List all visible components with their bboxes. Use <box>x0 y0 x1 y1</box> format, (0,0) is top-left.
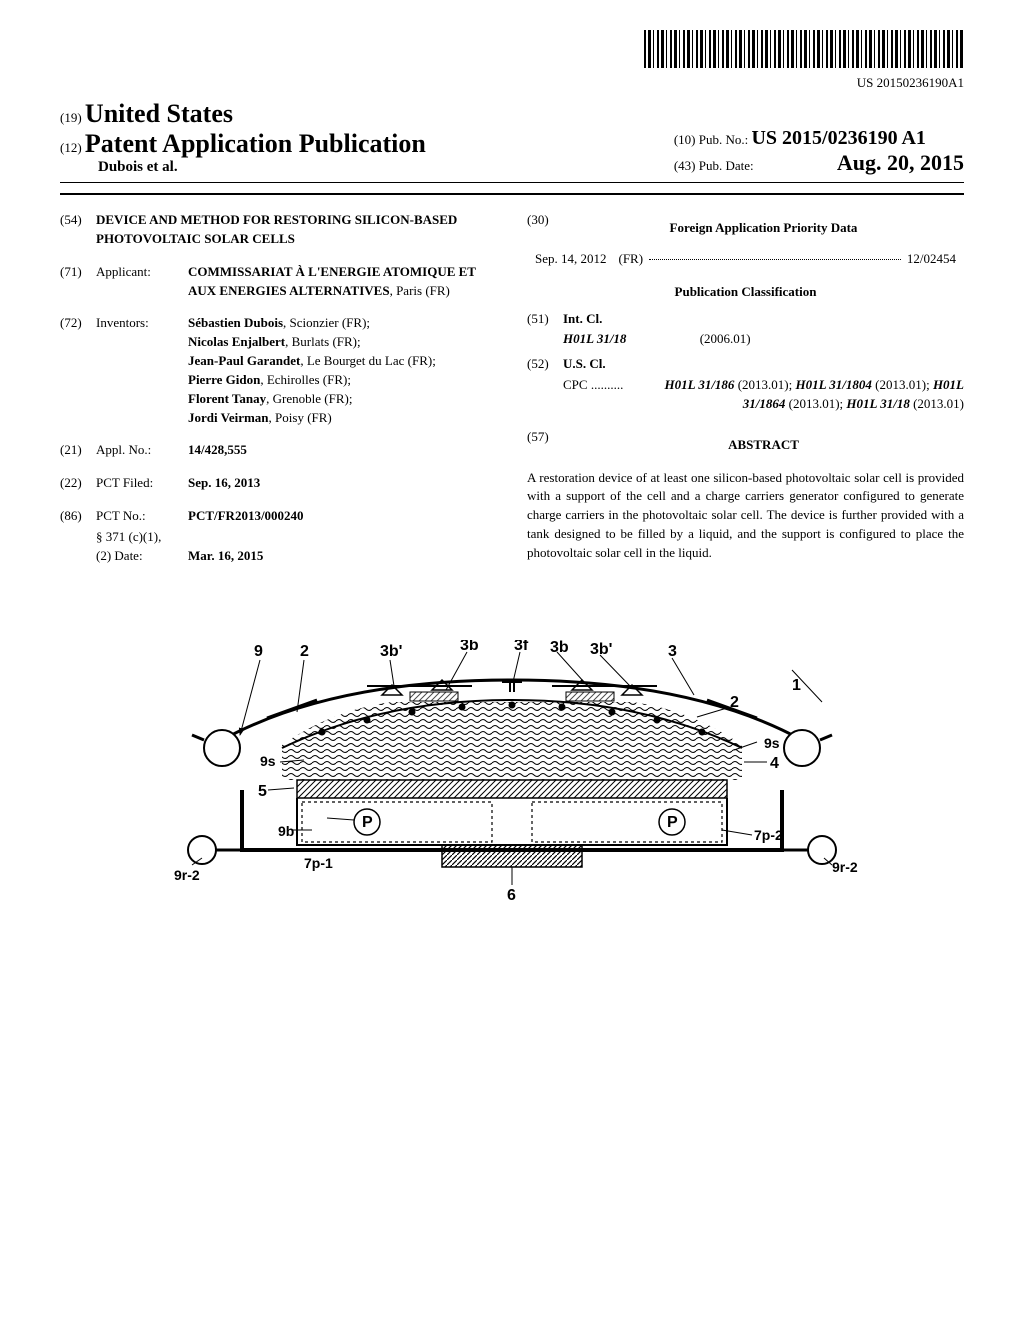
inventor: Jean-Paul Garandet, Le Bourget du Lac (F… <box>188 352 497 371</box>
applicant-code: (71) <box>60 263 96 301</box>
cpc-text: H01L 31/186 (2013.01); H01L 31/1804 (201… <box>665 377 965 411</box>
fig-label: 9r-2 <box>174 867 200 883</box>
pubdate-code: (43) <box>674 158 696 173</box>
header: (19) United States (12) Patent Applicati… <box>60 99 964 183</box>
pubnum-value: US 2015/0236190 A1 <box>751 127 925 149</box>
fig-label: P <box>667 814 678 831</box>
s371-date: Mar. 16, 2015 <box>188 548 263 563</box>
pub-code: (12) <box>60 140 82 155</box>
intcl-label: Int. Cl. <box>563 311 602 326</box>
dotted-leader <box>649 250 901 260</box>
pubnum-label: Pub. No.: <box>699 132 748 147</box>
intcl-class: H01L 31/18 <box>563 331 626 346</box>
pctfiled-label: PCT Filed: <box>96 474 188 493</box>
applicant-loc: , Paris (FR) <box>390 283 450 298</box>
s371-date-label: (2) Date: <box>96 547 188 566</box>
intcl-year: (2006.01) <box>700 331 751 346</box>
fig-label: 3b' <box>590 641 612 658</box>
left-column: (54) DEVICE AND METHOD FOR RESTORING SIL… <box>60 211 497 580</box>
barcode-number: US 20150236190A1 <box>60 75 964 91</box>
pubdate-label: Pub. Date: <box>699 158 754 173</box>
fig-label: 3b <box>550 640 569 656</box>
applicant-label: Applicant: <box>96 263 188 301</box>
barcode <box>644 30 964 68</box>
foreign-country: (FR) <box>619 250 644 269</box>
foreign-heading: Foreign Application Priority Data <box>563 219 964 238</box>
fig-label: 9 <box>254 643 263 660</box>
abstract-code: (57) <box>527 428 563 463</box>
pubclass-heading: Publication Classification <box>527 283 964 302</box>
fig-label: 9r-2 <box>832 859 858 875</box>
pctfiled-code: (22) <box>60 474 96 493</box>
author: Dubois et al. <box>60 159 426 176</box>
applno-label: Appl. No.: <box>96 441 188 460</box>
fig-label: 2 <box>300 643 309 660</box>
applno: 14/428,555 <box>188 442 247 457</box>
applno-code: (21) <box>60 441 96 460</box>
inventor: Florent Tanay, Grenoble (FR); <box>188 390 497 409</box>
fig-label: P <box>362 814 373 831</box>
inventor: Pierre Gidon, Echirolles (FR); <box>188 371 497 390</box>
fig-label: 4 <box>770 755 779 772</box>
figure: 9 2 3b' 3b 3f 3b 3b' 3 1 2 9s 4 9s 5 9b … <box>60 640 964 925</box>
pctno-label: PCT No.: <box>96 507 188 526</box>
inventor: Sébastien Dubois, Scionzier (FR); <box>188 314 497 333</box>
abstract-heading: ABSTRACT <box>563 436 964 455</box>
fig-label: 3f <box>514 640 529 654</box>
fig-label: 3 <box>668 643 677 660</box>
pubdate-value: Aug. 20, 2015 <box>837 150 964 175</box>
abstract-text: A restoration device of at least one sil… <box>527 469 964 563</box>
fig-label: 6 <box>507 887 516 904</box>
country-code: (19) <box>60 110 82 125</box>
fig-label: 9s <box>764 735 780 751</box>
right-column: (30) Foreign Application Priority Data S… <box>527 211 964 580</box>
fig-label: 1 <box>792 677 801 694</box>
pctno: PCT/FR2013/000240 <box>188 508 304 523</box>
pub-title: Patent Application Publication <box>85 129 426 158</box>
foreign-code: (30) <box>527 211 563 246</box>
fig-label: 3b' <box>380 643 402 660</box>
pubnum-code: (10) <box>674 132 696 147</box>
inventor: Nicolas Enjalbert, Burlats (FR); <box>188 333 497 352</box>
country: United States <box>85 99 233 128</box>
title: DEVICE AND METHOD FOR RESTORING SILICON-… <box>96 211 497 249</box>
figure-svg: 9 2 3b' 3b 3f 3b 3b' 3 1 2 9s 4 9s 5 9b … <box>132 640 892 920</box>
fig-label: 5 <box>258 783 267 800</box>
fig-label: 7p-2 <box>754 827 783 843</box>
uscl-code: (52) <box>527 355 563 374</box>
barcode-area: US 20150236190A1 <box>60 30 964 91</box>
inventors-code: (72) <box>60 314 96 427</box>
fig-label: 7p-1 <box>304 855 333 871</box>
pctfiled: Sep. 16, 2013 <box>188 475 260 490</box>
foreign-date: Sep. 14, 2012 <box>535 250 607 269</box>
title-code: (54) <box>60 211 96 249</box>
inventors-label: Inventors: <box>96 314 188 427</box>
fig-label: 2 <box>730 694 739 711</box>
fig-label: 3b <box>460 640 479 654</box>
fig-label: 9s <box>260 753 276 769</box>
pctno-code: (86) <box>60 507 96 526</box>
s371-label: § 371 (c)(1), <box>96 528 497 547</box>
cpc-label: CPC .......... <box>563 376 623 395</box>
foreign-num: 12/02454 <box>907 250 956 269</box>
intcl-code: (51) <box>527 310 563 329</box>
uscl-label: U.S. Cl. <box>563 356 606 371</box>
fig-label: 9b <box>278 823 294 839</box>
inventors-list: Sébastien Dubois, Scionzier (FR);Nicolas… <box>188 314 497 427</box>
inventor: Jordi Veirman, Poisy (FR) <box>188 409 497 428</box>
